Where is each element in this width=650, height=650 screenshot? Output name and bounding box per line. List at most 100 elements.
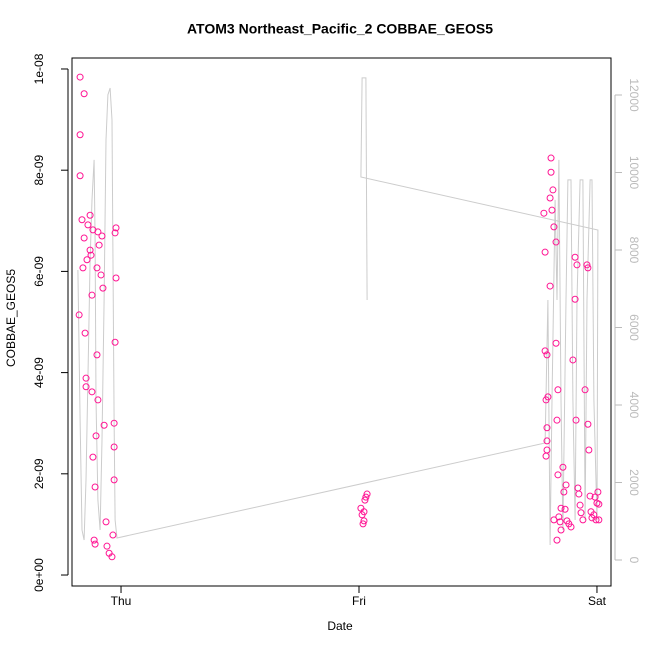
data-point: [108, 553, 116, 561]
data-point: [552, 339, 560, 347]
chart-title: ATOM3 Northeast_Pacific_2 COBBAE_GEOS5: [187, 21, 493, 37]
x-tick-label: Sat: [588, 594, 607, 608]
data-point: [110, 419, 118, 427]
data-point: [89, 453, 97, 461]
y2-tick-label: 6000: [627, 314, 641, 341]
y-tick-label: 1e-08: [32, 53, 46, 84]
data-point: [109, 531, 117, 539]
y2-tick-label: 4000: [627, 392, 641, 419]
data-point: [93, 264, 101, 272]
y-tick-label: 2e-09: [32, 458, 46, 489]
y2-tick-label: 8000: [627, 237, 641, 264]
data-point: [559, 463, 567, 471]
y2-tick-label: 12000: [627, 78, 641, 112]
data-point: [579, 516, 587, 524]
data-point: [550, 223, 558, 231]
data-point: [592, 516, 600, 524]
x-tick-label: Thu: [111, 594, 132, 608]
data-point: [569, 356, 577, 364]
data-point: [97, 271, 105, 279]
data-point: [88, 388, 96, 396]
data-point: [553, 416, 561, 424]
data-point: [549, 186, 557, 194]
plot-frame: [71, 57, 612, 587]
data-point: [80, 234, 88, 242]
data-point: [87, 251, 95, 259]
y-axis-label: COBBAE_GEOS5: [4, 269, 18, 367]
data-point: [548, 206, 556, 214]
data-point: [552, 238, 560, 246]
data-point: [554, 471, 562, 479]
data-line: [77, 77, 599, 546]
data-point: [88, 291, 96, 299]
data-point: [562, 481, 570, 489]
data-point: [595, 500, 603, 508]
data-point: [103, 542, 111, 550]
data-point: [585, 446, 593, 454]
y-tick-label: 8e-09: [32, 155, 46, 186]
x-axis-label: Date: [327, 619, 353, 633]
data-point: [543, 351, 551, 359]
x-tick-label: Fri: [352, 594, 366, 608]
y-tick-label: 6e-09: [32, 256, 46, 287]
data-point: [581, 386, 589, 394]
data-point: [586, 492, 594, 500]
data-point: [110, 476, 118, 484]
data-point: [560, 488, 568, 496]
data-point: [546, 282, 554, 290]
data-point: [550, 516, 558, 524]
data-point: [76, 73, 84, 81]
data-point: [362, 493, 370, 501]
data-point: [82, 374, 90, 382]
data-point: [79, 264, 87, 272]
data-point: [572, 416, 580, 424]
data-point: [561, 505, 569, 513]
data-point: [92, 432, 100, 440]
data-point: [80, 90, 88, 98]
data-point: [360, 508, 368, 516]
data-point: [556, 518, 564, 526]
data-point: [540, 209, 548, 217]
data-point: [361, 496, 369, 504]
data-point: [111, 229, 119, 237]
data-point: [83, 256, 91, 264]
data-point: [554, 386, 562, 394]
data-point: [557, 504, 565, 512]
y-tick-label: 0e+00: [32, 558, 46, 592]
data-point: [547, 168, 555, 176]
data-point: [553, 536, 561, 544]
data-point: [359, 520, 367, 528]
data-point: [571, 295, 579, 303]
data-point: [584, 420, 592, 428]
data-point: [544, 393, 552, 401]
data-point: [555, 513, 563, 521]
data-point: [575, 490, 583, 498]
data-point: [81, 329, 89, 337]
data-point: [594, 488, 602, 496]
data-point: [112, 274, 120, 282]
data-point: [75, 311, 83, 319]
data-point: [567, 523, 575, 531]
y2-tick-label: 0: [627, 557, 641, 564]
data-point: [557, 526, 565, 534]
data-point: [91, 483, 99, 491]
data-point: [546, 194, 554, 202]
data-point: [543, 424, 551, 432]
data-point: [573, 261, 581, 269]
data-point: [576, 501, 584, 509]
data-point: [595, 516, 603, 524]
data-point: [95, 241, 103, 249]
data-point: [583, 261, 591, 269]
data-point: [541, 248, 549, 256]
data-point: [82, 383, 90, 391]
data-point: [102, 518, 110, 526]
data-point: [93, 351, 101, 359]
data-point: [591, 493, 599, 501]
data-point: [541, 347, 549, 355]
data-point: [577, 509, 585, 517]
data-point: [110, 443, 118, 451]
data-point: [99, 284, 107, 292]
data-point: [76, 131, 84, 139]
